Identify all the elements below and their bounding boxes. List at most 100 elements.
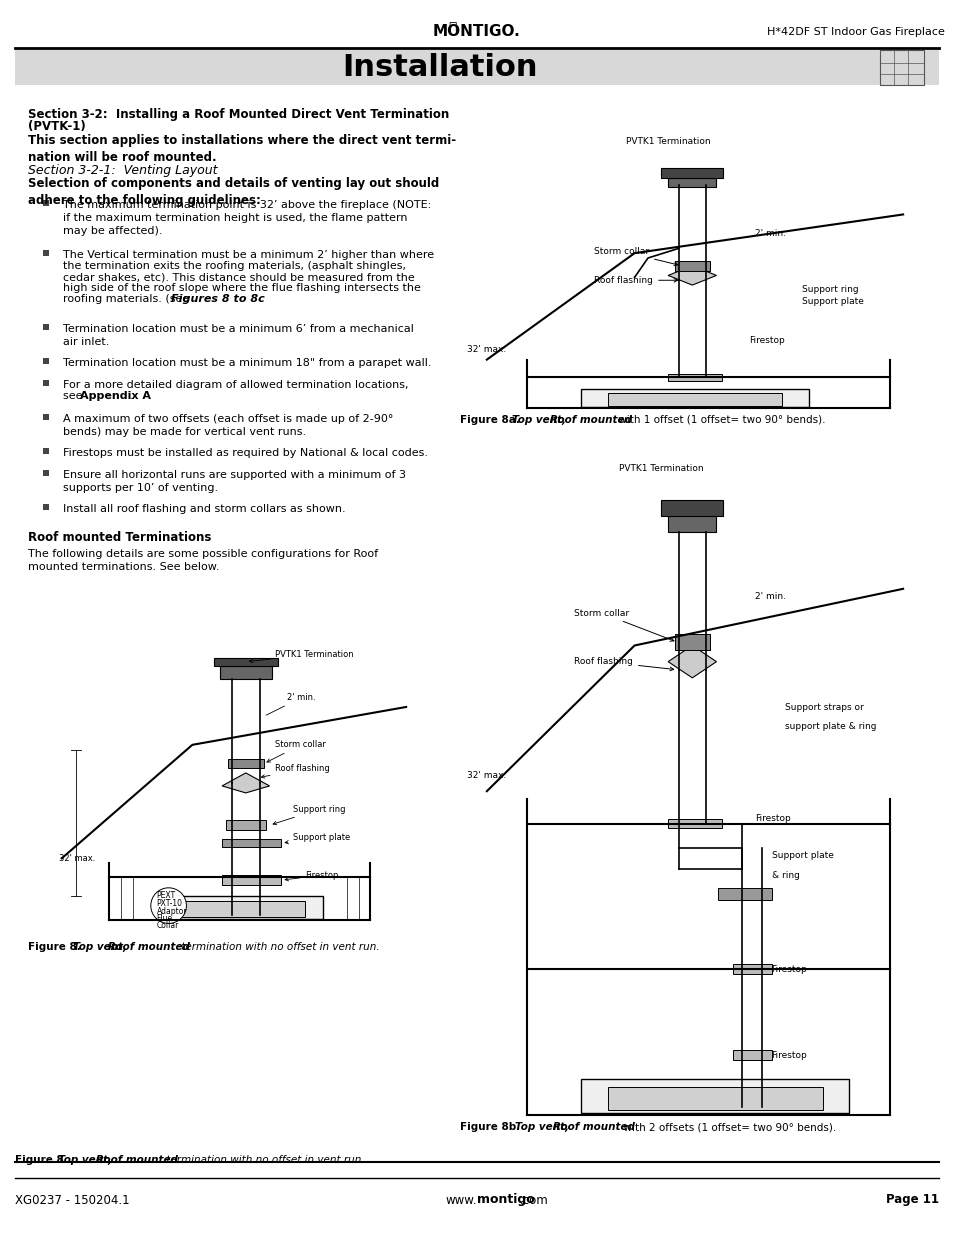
Text: Storm collar: Storm collar	[574, 609, 673, 641]
Bar	[607, 1088, 821, 1110]
Bar	[213, 658, 277, 667]
Text: Support ring: Support ring	[801, 285, 858, 294]
Text: Figure 8a.: Figure 8a.	[459, 415, 523, 425]
Text: support plate & ring: support plate & ring	[784, 722, 876, 731]
Polygon shape	[667, 646, 716, 678]
Text: This section applies to installations where the direct vent termi-
nation will b: This section applies to installations wh…	[28, 135, 456, 164]
Bar	[580, 389, 808, 408]
Text: .: .	[130, 391, 133, 401]
Text: Figures 8 to 8c: Figures 8 to 8c	[171, 294, 265, 304]
Text: PXT-10: PXT-10	[156, 899, 183, 908]
Text: .com: .com	[519, 1193, 548, 1207]
Text: Roof flashing: Roof flashing	[594, 275, 677, 285]
Bar	[43, 448, 49, 454]
Text: 2' min.: 2' min.	[266, 693, 315, 715]
Text: Firestop: Firestop	[771, 1051, 806, 1060]
Bar	[38, 584, 417, 934]
Text: Support plate: Support plate	[801, 298, 863, 306]
Bar	[43, 358, 49, 364]
Text: XG0237 - 150204.1: XG0237 - 150204.1	[15, 1193, 130, 1207]
Text: Roof mounted: Roof mounted	[108, 942, 190, 952]
Bar	[226, 820, 266, 830]
Text: Top vent,: Top vent,	[73, 942, 131, 952]
Bar	[222, 840, 281, 847]
Text: Appendix A: Appendix A	[80, 391, 151, 401]
Bar	[717, 888, 771, 899]
Text: Firestop: Firestop	[755, 814, 790, 824]
Text: PVTK1 Termination: PVTK1 Termination	[250, 651, 354, 662]
Text: Flue: Flue	[156, 914, 172, 923]
Text: Support plate: Support plate	[285, 834, 350, 844]
Text: Section 3-2:  Installing a Roof Mounted Direct Vent Termination: Section 3-2: Installing a Roof Mounted D…	[28, 107, 449, 121]
Text: Roof flashing: Roof flashing	[574, 657, 673, 671]
Text: Support straps or: Support straps or	[784, 703, 862, 711]
Bar	[222, 876, 281, 884]
Bar	[667, 819, 721, 829]
Text: Figure 8b.: Figure 8b.	[459, 1123, 519, 1132]
Text: 32' max.: 32' max.	[59, 853, 95, 863]
Bar	[879, 49, 923, 85]
Bar	[174, 900, 305, 916]
Bar	[43, 414, 49, 420]
Text: Figure 8.: Figure 8.	[15, 1155, 71, 1165]
Text: Termination location must be a minimum 6’ from a mechanical
air inlet.: Termination location must be a minimum 6…	[63, 324, 414, 347]
Text: PEXT: PEXT	[156, 892, 175, 900]
Text: The Vertical termination must be a minimum 2’ higher than where: The Vertical termination must be a minim…	[63, 249, 434, 261]
Text: Storm collar: Storm collar	[594, 247, 677, 266]
Text: Firestop: Firestop	[285, 871, 338, 881]
Text: 🔥: 🔥	[447, 21, 456, 35]
Text: 2' min.: 2' min.	[755, 230, 785, 238]
Bar	[667, 374, 721, 380]
Text: Roof flashing: Roof flashing	[261, 764, 330, 778]
Text: Top vent,: Top vent,	[515, 1123, 572, 1132]
Text: H*42DF ST Indoor Gas Fireplace: H*42DF ST Indoor Gas Fireplace	[766, 27, 944, 37]
Text: Selection of components and details of venting lay out should
adhere to the foll: Selection of components and details of v…	[28, 177, 438, 207]
Polygon shape	[667, 266, 716, 285]
Text: Collar: Collar	[156, 921, 179, 930]
Text: www.: www.	[445, 1193, 476, 1207]
Bar	[660, 168, 722, 178]
Bar	[674, 634, 709, 651]
Text: Storm collar: Storm collar	[267, 740, 326, 762]
Bar	[660, 500, 722, 516]
Bar	[43, 471, 49, 475]
Bar	[43, 200, 49, 206]
Bar	[667, 513, 716, 532]
Bar	[667, 175, 716, 188]
Text: Roof mounted: Roof mounted	[553, 1123, 634, 1132]
Text: Adaptor: Adaptor	[156, 906, 187, 915]
Text: Support ring: Support ring	[273, 805, 345, 825]
Bar	[43, 504, 49, 510]
Text: The following details are some possible configurations for Roof
mounted terminat: The following details are some possible …	[28, 550, 377, 572]
Text: roofing materials. (see: roofing materials. (see	[63, 294, 193, 304]
Text: Roof mounted: Roof mounted	[550, 415, 631, 425]
Text: montigo: montigo	[476, 1193, 535, 1207]
Bar	[732, 965, 771, 974]
Text: & ring: & ring	[771, 871, 799, 879]
Text: The maximum termination point is 32’ above the fireplace (NOTE:
if the maximum t: The maximum termination point is 32’ abo…	[63, 200, 431, 236]
Text: For a more detailed diagram of allowed termination locations,: For a more detailed diagram of allowed t…	[63, 380, 408, 390]
Text: 32' max.: 32' max.	[466, 346, 505, 354]
Text: Support plate: Support plate	[771, 851, 833, 861]
Text: 2' min.: 2' min.	[755, 593, 785, 601]
Bar	[43, 324, 49, 330]
Bar	[607, 394, 781, 406]
Text: with 1 offset (1 offset= two 90° bends).: with 1 offset (1 offset= two 90° bends).	[615, 415, 824, 425]
Text: 32' max.: 32' max.	[466, 771, 505, 779]
Text: Top vent,: Top vent,	[512, 415, 569, 425]
Text: Firestop: Firestop	[771, 965, 806, 973]
Circle shape	[151, 888, 186, 924]
Bar	[228, 760, 263, 768]
Polygon shape	[222, 773, 270, 793]
Text: cedar shakes, etc). This distance should be measured from the: cedar shakes, etc). This distance should…	[63, 272, 415, 282]
Bar	[156, 897, 323, 919]
Text: Figure 8.: Figure 8.	[28, 942, 84, 952]
Text: Installation: Installation	[342, 53, 537, 83]
Text: Termination location must be a minimum 18" from a parapet wall.: Termination location must be a minimum 1…	[63, 358, 431, 368]
Text: high side of the roof slope where the flue flashing intersects the: high side of the roof slope where the fl…	[63, 283, 420, 293]
Text: with 2 offsets (1 offset= two 90° bends).: with 2 offsets (1 offset= two 90° bends)…	[617, 1123, 836, 1132]
Bar	[43, 380, 49, 387]
Bar	[580, 1079, 848, 1114]
Bar	[732, 1050, 771, 1060]
Text: termination with no offset in vent run.: termination with no offset in vent run.	[178, 942, 379, 952]
